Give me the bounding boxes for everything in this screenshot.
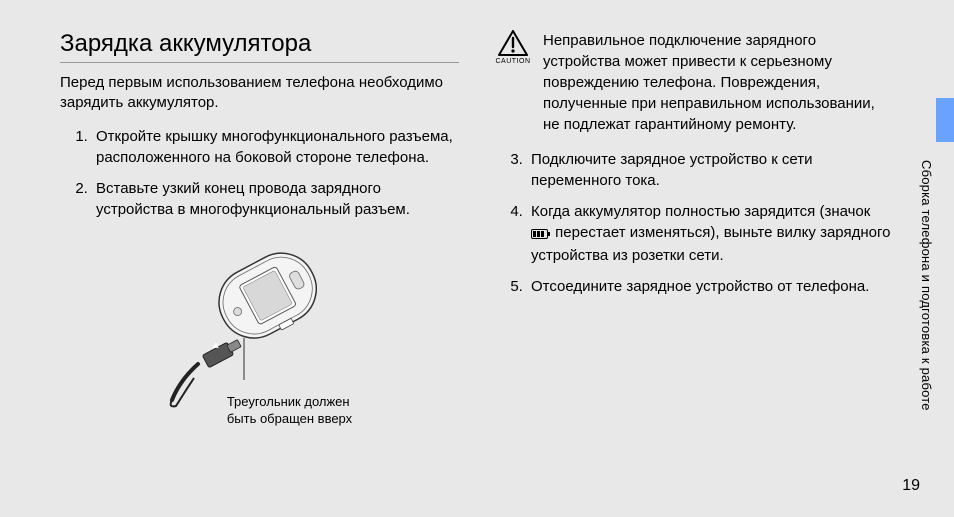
phone-charger-illustration	[150, 230, 370, 410]
manual-page: Зарядка аккумулятора Перед первым исполь…	[0, 0, 954, 517]
caption-line-2: быть обращен вверх	[227, 411, 352, 426]
intro-text: Перед первым использованием телефона нео…	[60, 73, 459, 114]
caution-icon: CAUTION	[495, 30, 531, 135]
steps-right: Подключите зарядное устройство к сети пе…	[495, 149, 894, 297]
step-5: Отсоедините зарядное устройство от телеф…	[527, 276, 894, 297]
page-number: 19	[902, 477, 920, 495]
two-column-layout: Зарядка аккумулятора Перед первым исполь…	[60, 30, 894, 428]
section-title: Зарядка аккумулятора	[60, 30, 459, 58]
step-4: Когда аккумулятор полностью зарядится (з…	[527, 201, 894, 266]
caution-label: CAUTION	[495, 58, 531, 65]
step-4-text-a: Когда аккумулятор полностью зарядится (з…	[531, 203, 870, 220]
side-section-label: Сборка телефона и подготовка к работе	[919, 160, 934, 411]
step-1: Откройте крышку многофункционального раз…	[92, 126, 459, 168]
caution-text: Неправильное подключение зарядного устро…	[543, 30, 894, 135]
right-column: CAUTION Неправильное подключение зарядно…	[495, 30, 894, 428]
phone-figure: Треугольник должен быть обращен вверх	[60, 230, 459, 428]
figure-caption: Треугольник должен быть обращен вверх	[227, 394, 352, 428]
battery-icon	[531, 224, 551, 245]
caution-block: CAUTION Неправильное подключение зарядно…	[495, 30, 894, 135]
section-tab	[936, 98, 954, 142]
step-4-text-b: перестает изменяться), выньте вилку заря…	[531, 224, 890, 264]
caption-line-1: Треугольник должен	[227, 394, 350, 409]
title-rule	[60, 62, 459, 63]
step-2: Вставьте узкий конец провода зарядного у…	[92, 178, 459, 220]
steps-left: Откройте крышку многофункционального раз…	[60, 126, 459, 220]
left-column: Зарядка аккумулятора Перед первым исполь…	[60, 30, 459, 428]
step-3: Подключите зарядное устройство к сети пе…	[527, 149, 894, 191]
